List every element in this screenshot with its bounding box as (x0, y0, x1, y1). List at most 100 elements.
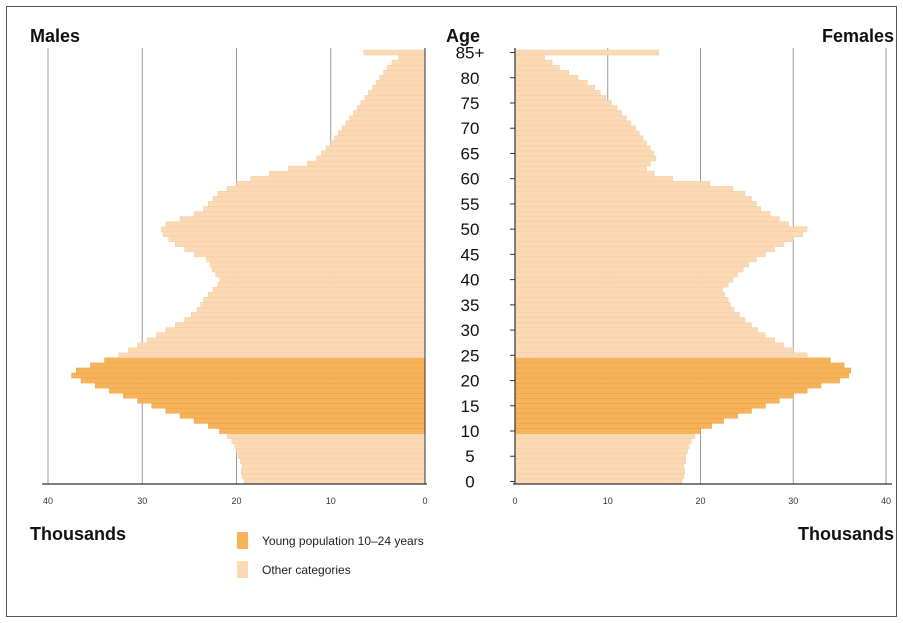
male-bar-age-57 (217, 191, 426, 197)
male-bar-age-33 (191, 312, 426, 318)
male-bar-age-61 (269, 170, 426, 177)
female-bar-age-22 (514, 367, 851, 374)
age-label-55: 55 (461, 195, 480, 214)
male-bar-age-10 (219, 428, 426, 434)
male-bar-age-16 (137, 398, 426, 404)
male-bar-age-42 (211, 266, 426, 273)
female-bar-age-81 (514, 69, 569, 76)
male-bar-age-75 (360, 100, 426, 106)
male-bar-age-2 (241, 468, 426, 475)
female-bar-age-68 (514, 135, 644, 142)
male-bar-age-81 (383, 69, 426, 76)
male-bar-age-8 (231, 438, 426, 444)
thousands-right-label: Thousands (798, 524, 894, 544)
female-bar-age-56 (514, 196, 752, 202)
female-bar-age-52 (514, 216, 780, 222)
female-bar-age-13 (514, 413, 738, 419)
female-bar-age-55 (514, 201, 757, 207)
male-bar-age-46 (184, 246, 426, 253)
male-bar-age-24 (104, 357, 426, 364)
male-bar-age-73 (353, 110, 426, 116)
female-bar-age-34 (514, 307, 735, 313)
female-bar-age-73 (514, 110, 622, 116)
female-bar-age-70 (514, 125, 636, 131)
female-bar-age-21 (514, 372, 850, 379)
male-bar-age-37 (208, 292, 426, 298)
grid-layer (47, 48, 887, 484)
female-bar-age-54 (514, 206, 761, 212)
male-bar-age-5 (238, 453, 426, 459)
bars-layer (71, 49, 851, 485)
female-bar-age-44 (514, 256, 757, 263)
male-bar-age-44 (206, 256, 426, 263)
female-bar-age-36 (514, 297, 729, 303)
male-bar-age-14 (165, 408, 426, 414)
x-tick-left-30: 30 (137, 496, 147, 506)
male-bar-age-22 (76, 367, 426, 374)
female-bar-age-67 (514, 140, 647, 147)
male-bar-age-80 (379, 75, 426, 81)
male-bar-age-18 (109, 387, 426, 394)
male-bar-age-63 (306, 160, 426, 167)
male-bar-age-4 (240, 458, 426, 465)
female-bar-age-18 (514, 387, 808, 394)
female-bar-age-14 (514, 408, 752, 414)
female-bar-age-4 (514, 458, 686, 465)
female-bar-age-66 (514, 145, 651, 152)
male-bar-age-35 (200, 302, 426, 308)
female-bar-age-5 (514, 453, 686, 459)
male-bar-age-74 (356, 105, 426, 111)
female-bar-age-29 (514, 332, 766, 338)
male-bar-age-26 (127, 347, 426, 353)
male-bar-age-45 (193, 251, 426, 258)
female-bar-age-49 (514, 231, 803, 237)
female-bar-age-74 (514, 105, 618, 111)
legend-swatch-young (237, 532, 248, 549)
female-bar-age-83 (514, 59, 553, 66)
female-bar-age-38 (514, 286, 723, 293)
male-bar-age-68 (334, 135, 426, 142)
age-label-80: 80 (461, 69, 480, 88)
female-bar-age-31 (514, 322, 752, 328)
age-label-75: 75 (461, 94, 480, 113)
female-bar-age-32 (514, 317, 746, 323)
male-bar-age-65 (321, 150, 426, 157)
thousands-left-label: Thousands (30, 524, 126, 544)
legend-swatch-other (237, 561, 248, 578)
male-bar-age-84 (398, 54, 426, 61)
male-bar-age-11 (208, 423, 426, 429)
male-bar-age-29 (156, 332, 426, 338)
female-bar-age-59 (514, 181, 710, 187)
female-bar-age-20 (514, 377, 840, 384)
female-bar-age-7 (514, 443, 690, 449)
male-bar-age-78 (372, 85, 426, 91)
female-bar-age-25 (514, 352, 808, 359)
female-bar-age-6 (514, 448, 688, 454)
age-label-40: 40 (461, 271, 480, 290)
x-tick-left-0: 0 (422, 496, 427, 506)
male-bar-age-40 (219, 276, 426, 283)
female-bar-age-47 (514, 241, 785, 248)
male-bar-age-38 (212, 286, 426, 293)
female-bar-age-3 (514, 463, 685, 470)
male-bar-age-48 (168, 236, 426, 242)
female-bar-age-28 (514, 337, 775, 343)
male-bar-age-69 (338, 130, 426, 136)
legend-label-other: Other categories (262, 563, 351, 577)
male-bar-age-79 (375, 80, 426, 86)
female-bar-age-42 (514, 266, 744, 273)
male-bar-age-19 (94, 382, 426, 389)
x-tick-right-20: 20 (695, 496, 705, 506)
female-bar-age-35 (514, 302, 731, 308)
female-bar-age-77 (514, 90, 601, 96)
male-bar-age-58 (226, 186, 426, 192)
female-bar-age-62 (514, 165, 647, 172)
female-bar-age-75 (514, 100, 612, 106)
female-bar-age-27 (514, 342, 785, 348)
male-bar-age-59 (236, 181, 426, 187)
x-tick-right-30: 30 (788, 496, 798, 506)
male-bar-age-28 (146, 337, 426, 343)
female-bar-age-43 (514, 261, 749, 268)
male-bar-age-31 (175, 322, 426, 328)
male-bar-age-72 (349, 115, 426, 121)
